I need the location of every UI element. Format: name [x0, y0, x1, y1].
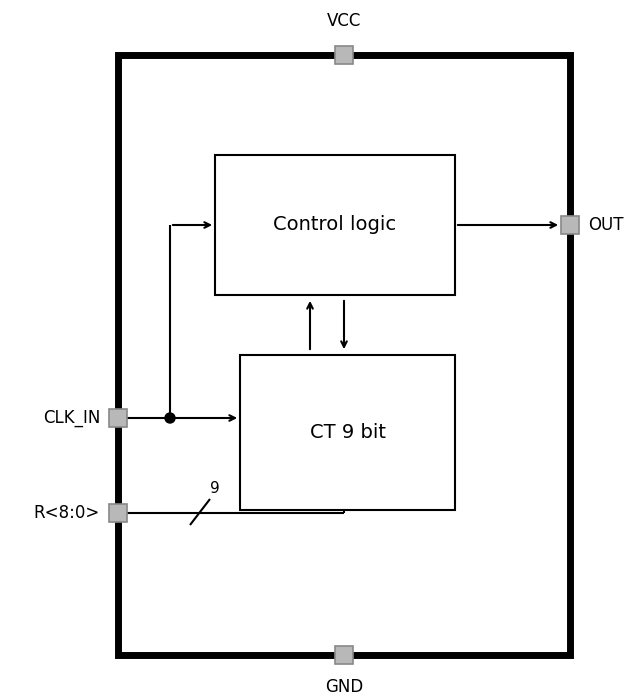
Text: R<8:0>: R<8:0>: [33, 504, 100, 522]
Bar: [335, 46, 353, 64]
Bar: [561, 216, 579, 234]
Bar: [335, 646, 353, 664]
Bar: [215, 155, 455, 295]
Text: CLK_IN: CLK_IN: [42, 409, 100, 427]
Bar: [240, 355, 455, 510]
Text: Control logic: Control logic: [273, 216, 397, 234]
Circle shape: [165, 413, 175, 423]
Text: VCC: VCC: [327, 12, 361, 30]
Bar: [109, 504, 127, 522]
Text: 9: 9: [210, 481, 220, 496]
Text: OUT: OUT: [588, 216, 624, 234]
Bar: [118, 55, 570, 655]
Text: GND: GND: [325, 678, 363, 696]
Text: CT 9 bit: CT 9 bit: [309, 423, 386, 442]
Bar: [109, 409, 127, 427]
